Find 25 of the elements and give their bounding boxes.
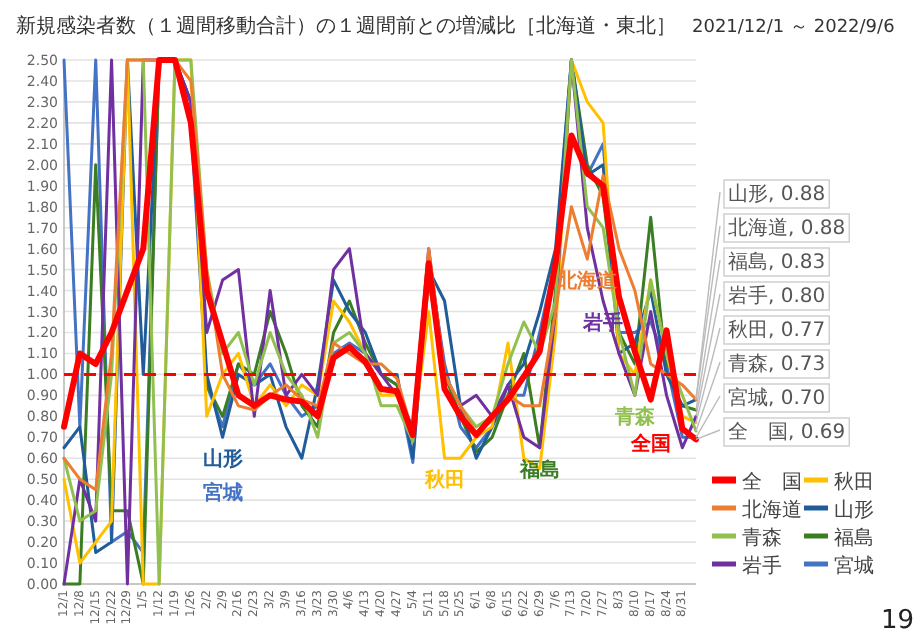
legend-label: 秋田 xyxy=(834,470,874,494)
legend-label: 岩手 xyxy=(742,554,782,578)
annotation: 青森, 0.73 xyxy=(728,352,826,376)
legend-label: 福島 xyxy=(834,526,874,550)
legend-label: 青森 xyxy=(742,526,782,550)
annotation: 宮城, 0.70 xyxy=(728,386,826,410)
annotation: 山形, 0.88 xyxy=(728,182,826,206)
annotation: 福島, 0.83 xyxy=(728,250,826,274)
annotation: 全 国, 0.69 xyxy=(728,420,846,444)
annotation: 福島 xyxy=(517,457,560,482)
annotation: 秋田, 0.77 xyxy=(728,318,826,342)
annotation: 青森 xyxy=(612,405,657,430)
legend-label: 北海道 xyxy=(742,498,802,522)
annotation: 宮城 xyxy=(202,480,243,505)
text: 19 xyxy=(880,606,914,636)
annotation: 岩手, 0.80 xyxy=(728,284,826,308)
annotation: 全国 xyxy=(628,431,671,456)
chart-title: 新規感染者数（１週間移動合計）の１週間前との増減比［北海道・東北］ xyxy=(16,14,676,38)
legend-label: 山形 xyxy=(834,498,874,522)
legend-label: 宮城 xyxy=(834,554,874,578)
annotation: 北海道, 0.88 xyxy=(728,216,846,240)
annotation: 山形 xyxy=(202,447,243,472)
annotation: 秋田 xyxy=(422,468,465,493)
text: 2021/12/1 ～ 2022/9/6 xyxy=(692,18,896,38)
legend-label: 全 国 xyxy=(742,470,802,494)
